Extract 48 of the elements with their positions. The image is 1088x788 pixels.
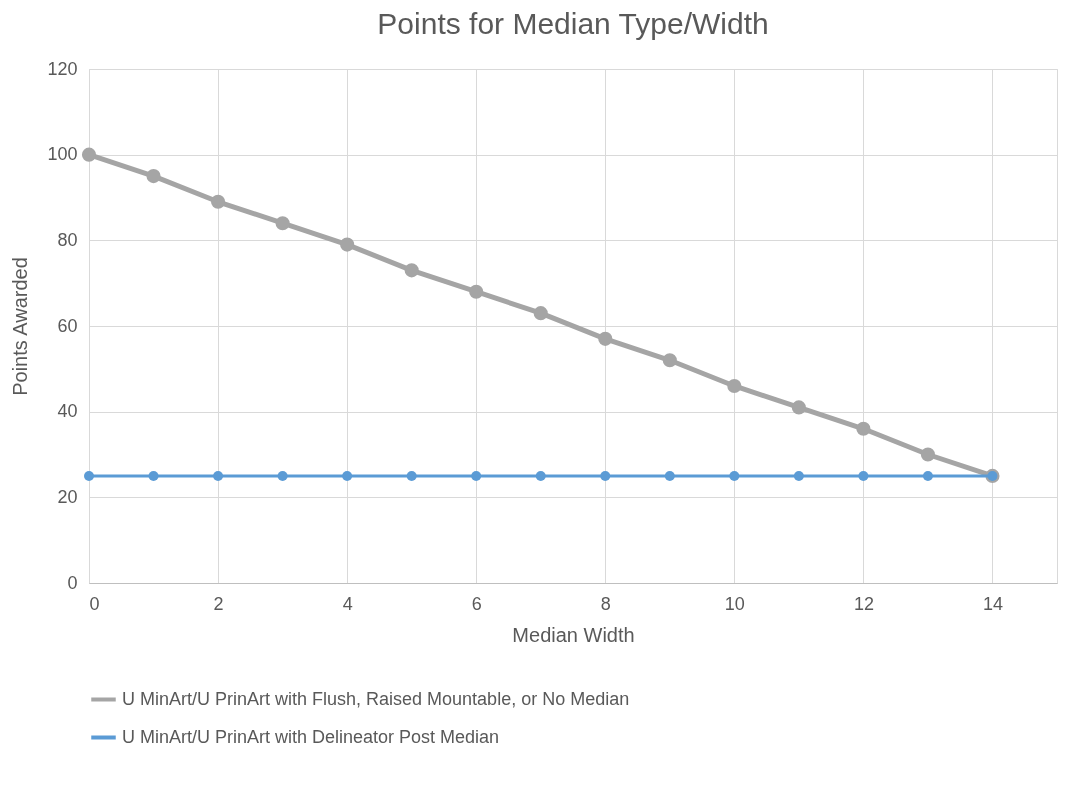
- x-tick-label: 14: [982, 593, 1003, 614]
- y-tick-label: 60: [57, 315, 78, 336]
- legend-label: U MinArt/U PrinArt with Flush, Raised Mountable, or No Median: [122, 688, 630, 709]
- point: [406, 470, 417, 481]
- point: [213, 470, 224, 481]
- y-tick-label: 100: [47, 144, 78, 165]
- y-axis-title: Points Awarded: [9, 257, 32, 396]
- point: [342, 470, 353, 481]
- point: [533, 306, 548, 321]
- point: [727, 378, 742, 394]
- x-tick-label: 2: [213, 593, 224, 614]
- point: [81, 147, 97, 162]
- y-tick-label: 120: [47, 58, 78, 79]
- point: [211, 194, 226, 209]
- point: [469, 284, 484, 299]
- point: [275, 216, 290, 231]
- x-tick-label: 8: [600, 593, 611, 614]
- point: [922, 470, 933, 481]
- x-tick-label: 0: [89, 593, 100, 614]
- point: [664, 470, 675, 481]
- x-tick-label: 6: [471, 593, 482, 614]
- point: [858, 470, 869, 481]
- x-tick-label: 12: [853, 593, 874, 614]
- point: [920, 447, 935, 462]
- point: [404, 263, 419, 278]
- point: [600, 470, 611, 481]
- x-tick-label: 4: [342, 593, 353, 614]
- point: [535, 470, 546, 481]
- y-tick-label: 40: [57, 401, 78, 422]
- legend-label: U MinArt/U PrinArt with Delineator Post Median: [122, 726, 500, 747]
- point: [148, 470, 159, 481]
- y-tick-label: 20: [57, 486, 78, 507]
- point: [146, 169, 161, 184]
- point: [791, 400, 806, 415]
- point: [793, 470, 804, 481]
- point: [340, 237, 355, 252]
- point: [84, 470, 94, 481]
- y-tick-label: 0: [67, 572, 78, 593]
- x-axis-title: Median Width: [512, 623, 635, 646]
- point: [598, 331, 613, 346]
- point: [471, 470, 482, 481]
- x-tick-label: 10: [724, 593, 745, 614]
- y-tick-label: 80: [57, 229, 78, 250]
- point: [729, 470, 740, 481]
- point: [662, 353, 677, 368]
- point: [277, 470, 288, 481]
- chart-title: Points for Median Type/Width: [377, 7, 769, 40]
- point: [856, 421, 871, 436]
